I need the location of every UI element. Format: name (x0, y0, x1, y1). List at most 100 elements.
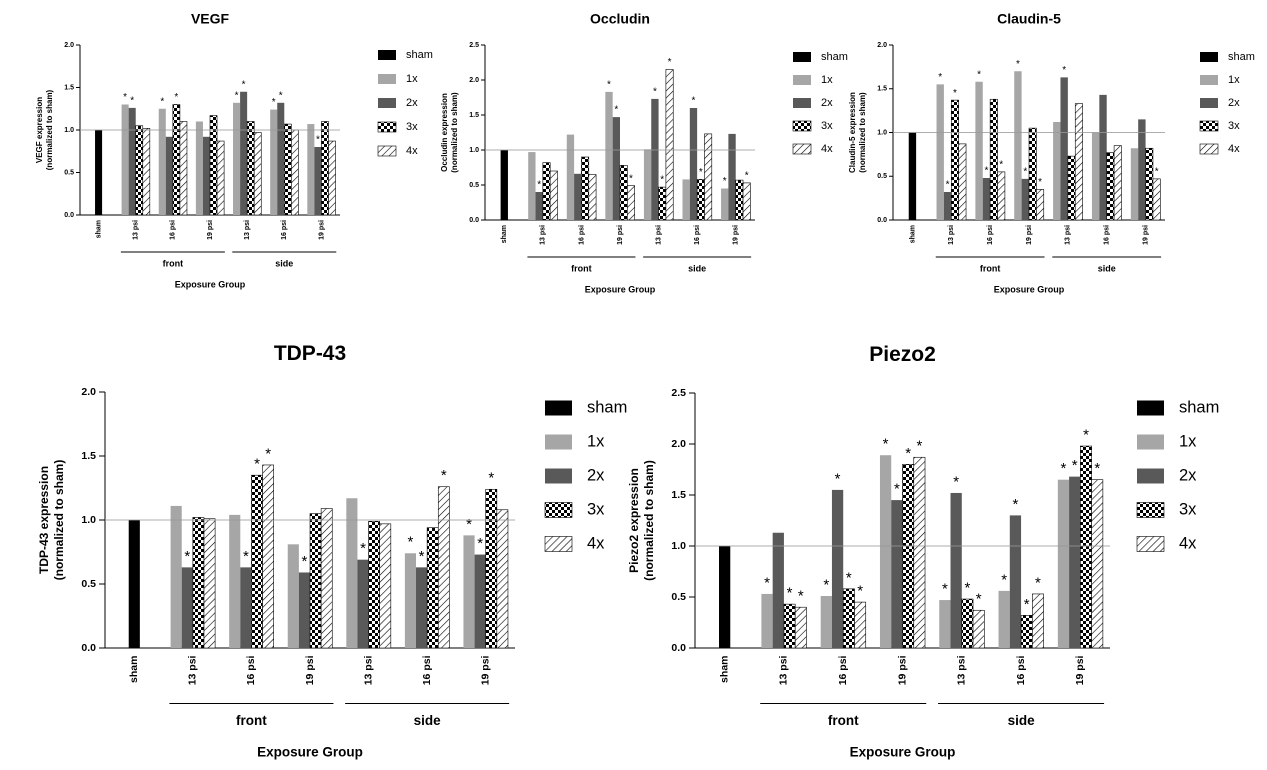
bar (1145, 147, 1154, 221)
x-axis-label: Exposure Group (585, 284, 656, 294)
bar (158, 108, 166, 215)
bar (500, 150, 508, 220)
significance-star: * (235, 90, 239, 101)
significance-star: * (787, 585, 793, 602)
legend-swatch (1137, 434, 1164, 450)
bar (283, 123, 292, 216)
chart-title: TDP-43 (274, 342, 346, 365)
significance-star: * (1013, 496, 1019, 513)
bar (902, 464, 915, 649)
bar (121, 104, 129, 215)
y-axis-label: (normalized to sham) (450, 92, 459, 173)
bar (998, 590, 1010, 648)
significance-star: * (846, 569, 852, 586)
y-tick-label: 0.5 (671, 591, 686, 603)
x-tick-label: 16 psi (1104, 225, 1111, 245)
x-tick-label: 13 psi (362, 655, 374, 685)
legend-label: 1x (1179, 432, 1197, 450)
bar (170, 505, 182, 648)
legend-label: 4x (406, 145, 418, 157)
significance-star: * (916, 438, 922, 455)
bar (203, 518, 216, 649)
significance-star: * (243, 548, 249, 565)
group-label: side (688, 263, 706, 273)
significance-star: * (408, 534, 414, 551)
y-tick-label: 1.0 (64, 127, 74, 134)
legend-label: 3x (406, 121, 418, 133)
bar (192, 517, 205, 649)
x-tick-label: 13 psi (244, 220, 251, 240)
significance-star: * (692, 96, 696, 107)
bar (251, 474, 263, 649)
bar (1138, 119, 1146, 220)
x-tick-label: 13 psi (948, 225, 955, 245)
bar (179, 121, 188, 216)
bar (135, 125, 144, 216)
y-tick-label: 2.5 (671, 387, 686, 399)
significance-star: * (964, 580, 970, 597)
bar (328, 140, 336, 216)
bar (287, 544, 299, 648)
bar (1028, 127, 1037, 221)
x-tick-label: 13 psi (133, 220, 140, 240)
significance-star: * (1023, 167, 1027, 178)
significance-star: * (942, 581, 948, 598)
x-tick-label: 19 psi (733, 225, 740, 245)
group-label: front (163, 258, 184, 268)
x-tick-label: 13 psi (956, 655, 968, 685)
y-tick-label: 1.5 (469, 112, 479, 119)
bar (783, 603, 796, 649)
group-label: front (980, 263, 1001, 273)
y-axis-label: TDP-43 expression (37, 466, 51, 574)
bar (535, 192, 543, 220)
significance-star: * (1061, 460, 1067, 477)
bar (1106, 152, 1115, 221)
bar (982, 178, 991, 220)
bar (574, 173, 582, 220)
y-tick-label: 0.0 (877, 217, 887, 224)
significance-star: * (316, 135, 320, 146)
bar (404, 553, 417, 648)
significance-star: * (894, 481, 900, 498)
bar (172, 104, 181, 216)
bar (989, 98, 998, 221)
significance-star: * (668, 57, 672, 68)
bar (240, 567, 252, 648)
y-tick-label: 1.5 (81, 450, 96, 462)
bar (605, 91, 613, 221)
bar (612, 117, 620, 220)
legend-label: 1x (406, 73, 418, 85)
bar (696, 179, 705, 221)
y-tick-label: 1.5 (671, 489, 686, 501)
bar (651, 98, 659, 220)
bar (689, 108, 698, 220)
bar (291, 129, 299, 216)
legend-swatch (793, 75, 811, 85)
bar (1032, 593, 1044, 649)
bar (1074, 103, 1083, 221)
bar (195, 121, 203, 215)
x-tick-label: sham (128, 656, 140, 683)
y-tick-label: 1.5 (877, 86, 887, 93)
legend-swatch (378, 98, 396, 108)
x-tick-label: 19 psi (1074, 655, 1086, 685)
legend-swatch (1199, 120, 1219, 132)
bar (950, 492, 962, 648)
legend-label: sham (406, 49, 433, 61)
legend-swatch (378, 74, 396, 84)
bar (298, 572, 310, 648)
chart-title: Occludin (590, 11, 650, 27)
x-tick-label: 16 psi (170, 220, 177, 240)
legend-label: 1x (821, 74, 833, 86)
y-tick-label: 1.0 (81, 514, 96, 526)
bar (1021, 178, 1029, 220)
bar (528, 152, 536, 220)
significance-star: * (1016, 59, 1020, 70)
bar (719, 546, 731, 648)
bar (542, 162, 551, 221)
significance-star: * (1035, 574, 1041, 591)
legend-swatch (544, 502, 573, 518)
bar (761, 593, 773, 648)
legend-swatch (1136, 536, 1165, 552)
